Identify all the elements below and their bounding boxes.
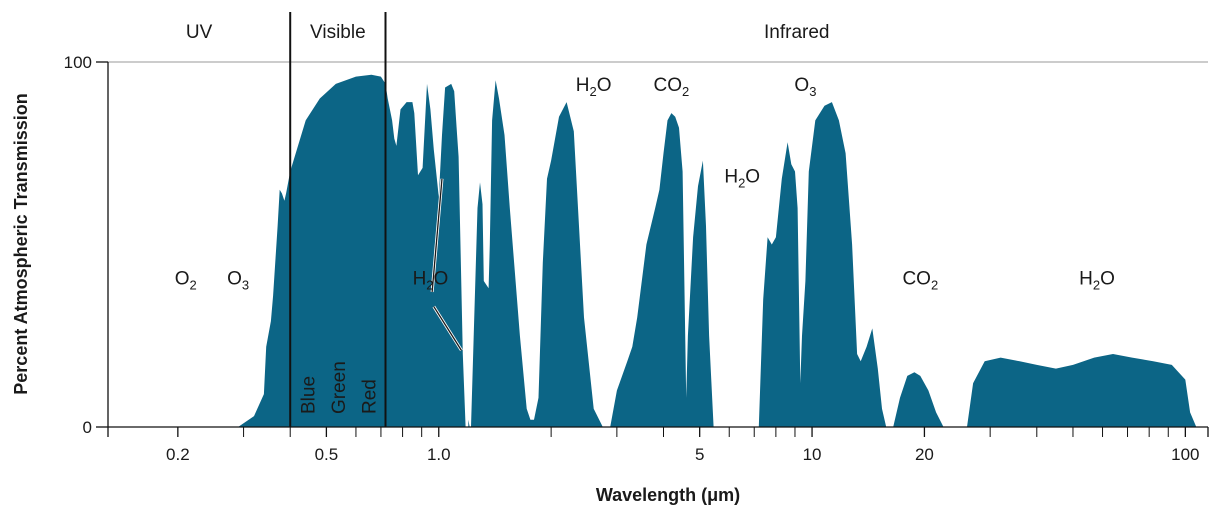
axes: 0 100 0.2 0.5 1.0 5 10 20 100 [64, 53, 1209, 464]
absorber-label-3: H2O [413, 269, 449, 293]
transmission-window-5 [893, 372, 944, 427]
h2o-pointer-2 [433, 306, 462, 351]
x-tick-label-100: 100 [1171, 445, 1199, 464]
transmission-window-4 [758, 102, 887, 427]
transmission-window-1 [238, 74, 466, 428]
x-tick-label-20: 20 [915, 445, 934, 464]
band-label-red: Red [359, 379, 380, 414]
region-label-uv: UV [186, 22, 213, 43]
absorber-label-7: O3 [794, 75, 816, 99]
x-tick-label-5: 5 [695, 445, 704, 464]
transmission-window-6 [967, 354, 1197, 427]
absorber-label-8: CO2 [902, 269, 938, 293]
absorber-label-1: O2 [175, 269, 197, 293]
y-tick-label-100: 100 [64, 53, 92, 72]
absorber-label-6: H2O [724, 166, 760, 190]
y-axis-title: Percent Atmospheric Transmission [11, 93, 31, 394]
x-tick-label-0.5: 0.5 [315, 445, 339, 464]
transmission-window-2 [468, 80, 603, 428]
region-boundaries [289, 12, 387, 427]
transmission-window-3 [610, 113, 714, 427]
x-tick-label-1.0: 1.0 [427, 445, 451, 464]
h2o-pointer-1 [431, 178, 443, 293]
transmission-areas [238, 74, 1197, 428]
chart-labels: UV Visible Infrared Blue Green Red O2 O3 H2O H2O C… [175, 22, 1115, 414]
absorber-label-9: H2O [1079, 269, 1115, 293]
x-axis-title: Wavelength (μm) [596, 485, 740, 505]
band-label-blue: Blue [298, 376, 319, 414]
x-tick-label-0.2: 0.2 [166, 445, 190, 464]
y-tick-label-0: 0 [83, 418, 92, 437]
x-tick-label-10: 10 [803, 445, 822, 464]
absorber-label-5: CO2 [654, 75, 690, 99]
region-label-visible: Visible [310, 22, 366, 43]
absorber-label-4: H2O [576, 75, 612, 99]
absorber-label-2: O3 [227, 269, 249, 293]
band-label-green: Green [329, 361, 350, 414]
region-label-infrared: Infrared [764, 22, 829, 43]
